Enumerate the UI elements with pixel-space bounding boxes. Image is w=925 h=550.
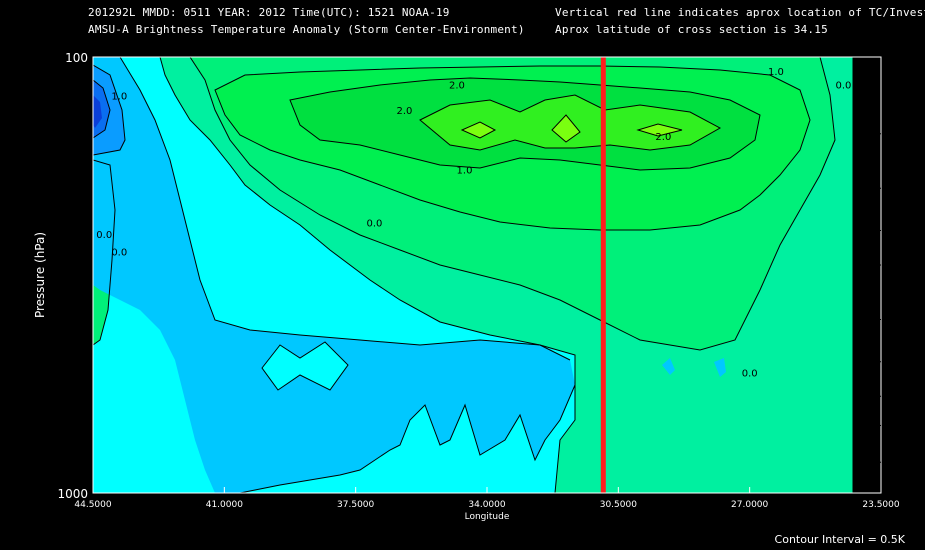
contour-label: 0.0 xyxy=(836,80,852,91)
y-axis: 100 1000 xyxy=(57,51,881,501)
field-neg-2-0 xyxy=(93,95,102,128)
contour-label: 0.0 xyxy=(111,247,127,258)
y-axis-title: Pressure (hPa) xyxy=(33,232,47,318)
header-line1-left: 201292L MMDD: 0511 YEAR: 2012 Time(UTC):… xyxy=(88,6,450,19)
x-tick-label: 23.5000 xyxy=(862,500,899,510)
contour-mid-cell xyxy=(261,341,349,391)
field-neg-cell-mid xyxy=(262,342,348,390)
contour-lines xyxy=(93,57,854,493)
x-axis: 44.5000 41.0000 37.5000 34.0000 30.5000 27.00… xyxy=(74,487,900,510)
contour-1-5 xyxy=(289,77,761,171)
x-axis-title: Longitude xyxy=(465,512,510,522)
header-line2-right: Aprox latitude of cross section is 34.15 xyxy=(555,23,828,36)
contour-0-0-main xyxy=(159,57,576,493)
field-pos-3-0-core-b xyxy=(552,115,580,142)
field-neg-0-5 xyxy=(93,57,575,493)
y-tick-label: 100 xyxy=(65,51,88,65)
x-tick-label: 27.0000 xyxy=(731,500,768,510)
header-line2-left: AMSU-A Brightness Temperature Anomaly (S… xyxy=(88,23,525,36)
contour-labels: 1.0 0.0 0.0 2.0 2.0 1.0 0.0 2.0 1.0 0.0 0.0 xyxy=(96,67,851,379)
x-tick-label: 41.0000 xyxy=(206,500,243,510)
contour-1-0 xyxy=(214,65,811,231)
contour-neg-1-0 xyxy=(93,79,111,139)
anomaly-field xyxy=(93,57,881,493)
y-tick-label: 1000 xyxy=(57,487,88,501)
contour-label: 0.0 xyxy=(96,230,112,241)
contour-2-0 xyxy=(419,94,722,151)
x-tick-label: 30.5000 xyxy=(600,500,637,510)
contour-label: 2.0 xyxy=(449,80,465,91)
contour-label: 1.0 xyxy=(111,91,127,102)
contour-0-5 xyxy=(189,57,836,351)
header-line1-right: Vertical red line indicates aprox locati… xyxy=(555,6,925,19)
contour-left-pos xyxy=(93,159,116,346)
contour-2-5-c xyxy=(636,123,683,137)
contour-label: 2.0 xyxy=(655,132,671,143)
contour-label: 1.0 xyxy=(768,67,784,78)
contour-lower-neg xyxy=(239,384,576,493)
no-data-strip xyxy=(853,57,881,493)
contour-neg-0-5 xyxy=(93,64,126,156)
contour-label: 0.0 xyxy=(742,368,758,379)
contour-label: 2.0 xyxy=(396,106,412,117)
contour-2-5-b xyxy=(551,114,581,143)
contour-label: 0.0 xyxy=(366,219,382,230)
field-neg-cell-a xyxy=(222,355,232,362)
x-tick-label: 37.5000 xyxy=(337,500,374,510)
x-tick-label: 44.5000 xyxy=(74,500,111,510)
field-neg-cell-b xyxy=(662,358,675,375)
contour-label: 1.0 xyxy=(457,165,473,176)
contour-0-0-left xyxy=(119,57,571,361)
contour-interval-note: Contour Interval = 0.5K xyxy=(775,533,906,546)
x-tick-label: 34.0000 xyxy=(468,500,505,510)
field-neg-cell-c xyxy=(714,358,726,377)
contour-2-5-a xyxy=(460,121,497,139)
